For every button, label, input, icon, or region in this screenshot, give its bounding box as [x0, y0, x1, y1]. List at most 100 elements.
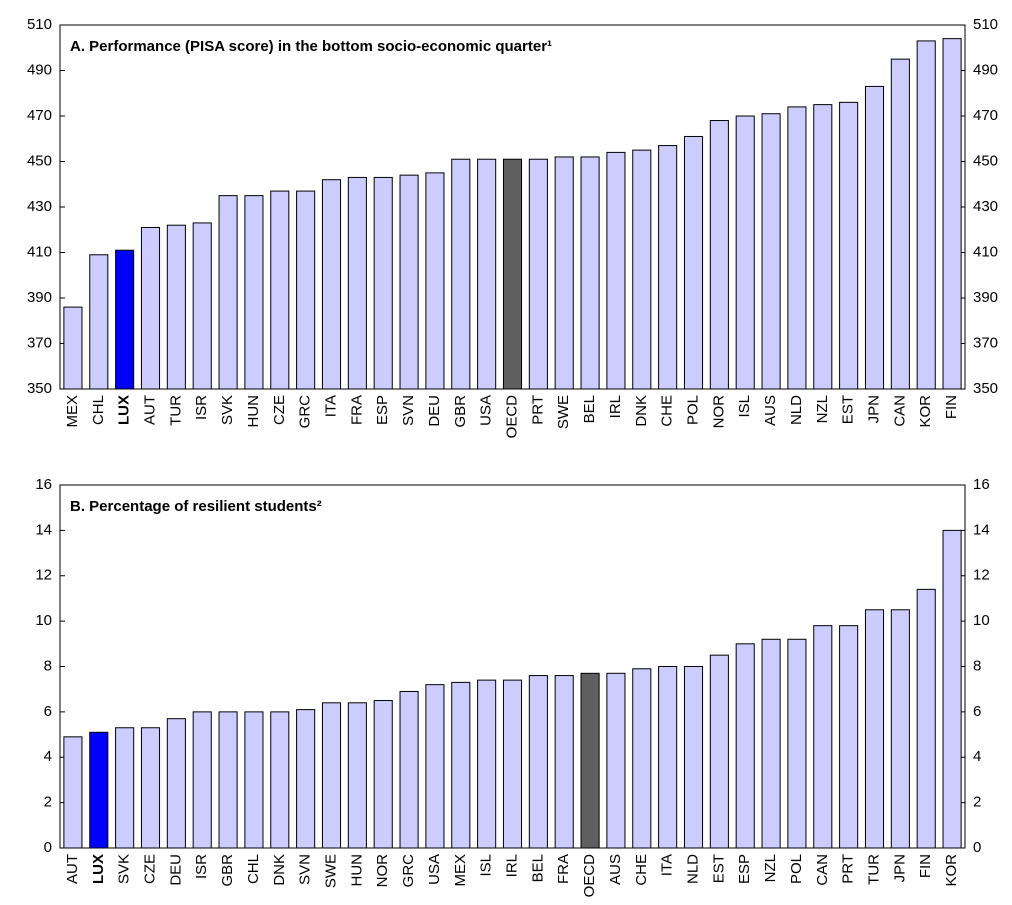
x-tick-label: GBR	[452, 395, 469, 428]
bar	[632, 668, 652, 849]
x-tick-label: TUR	[865, 854, 882, 885]
bar	[502, 158, 523, 390]
x-tick-label: ITA	[659, 854, 676, 876]
bar	[787, 638, 807, 849]
bar	[658, 145, 678, 390]
x-tick-label: CAN	[814, 854, 831, 886]
x-tick-label: SVK	[219, 395, 236, 425]
bar	[839, 625, 859, 849]
bar	[580, 672, 600, 849]
bar	[270, 711, 290, 849]
x-tick-label: LUX	[116, 395, 133, 425]
bar	[916, 40, 936, 390]
y-tick-label: 12	[35, 567, 52, 584]
x-tick-label: OECD	[581, 854, 598, 898]
x-tick-label: SVN	[297, 854, 314, 885]
bar	[632, 149, 652, 390]
y2-tick-label: 16	[973, 476, 990, 493]
bar	[218, 711, 238, 849]
x-tick-label: PRT	[529, 395, 546, 425]
bar	[735, 643, 755, 849]
bar	[140, 727, 161, 849]
y2-tick-label: 490	[973, 61, 998, 78]
bar	[347, 702, 367, 849]
y-tick-label: 0	[44, 839, 52, 856]
x-tick-label: AUT	[141, 395, 158, 425]
y-tick-label: 6	[44, 703, 52, 720]
x-tick-label: ISR	[193, 854, 210, 879]
bar	[192, 711, 212, 849]
x-tick-label: CHL	[90, 395, 107, 425]
y-tick-label: 430	[27, 198, 52, 215]
y2-tick-label: 14	[973, 521, 990, 538]
x-tick-label: AUT	[64, 854, 81, 884]
bar	[813, 625, 833, 849]
x-tick-label: HUN	[245, 395, 262, 428]
bar	[477, 679, 497, 849]
bar	[890, 609, 910, 849]
x-tick-label: IRL	[503, 854, 520, 877]
bar	[244, 195, 264, 390]
bar	[502, 679, 523, 849]
bar	[864, 609, 885, 849]
x-tick-label: CHL	[245, 854, 262, 884]
x-tick-label: SVK	[116, 854, 133, 884]
x-tick-label: FIN	[943, 395, 960, 419]
bar	[244, 711, 264, 849]
x-tick-label: HUN	[348, 854, 365, 887]
y-tick-label: 510	[27, 16, 52, 33]
bar	[140, 226, 161, 390]
y2-tick-label: 4	[973, 748, 981, 765]
bar	[761, 113, 781, 390]
bar	[425, 684, 445, 849]
bar	[166, 718, 186, 849]
y2-tick-label: 2	[973, 794, 981, 811]
x-tick-label: ESP	[374, 395, 391, 425]
bar	[425, 172, 445, 390]
y2-tick-label: 0	[973, 839, 981, 856]
bar	[451, 681, 471, 849]
bar	[296, 190, 316, 390]
y-tick-label: 10	[35, 612, 52, 629]
x-tick-label: KOR	[917, 395, 934, 428]
bar	[580, 156, 600, 390]
y-tick-label: 4	[44, 748, 52, 765]
bar	[683, 666, 704, 849]
x-tick-label: ISL	[736, 395, 753, 418]
x-tick-label: ESP	[736, 854, 753, 884]
x-tick-label: JPN	[891, 854, 908, 882]
bar	[321, 179, 342, 390]
bar	[192, 222, 212, 390]
y2-tick-label: 470	[973, 107, 998, 124]
x-tick-label: FIN	[917, 854, 934, 878]
bar	[115, 249, 135, 390]
y-tick-label: 350	[27, 380, 52, 397]
x-tick-label: GBR	[219, 854, 236, 887]
x-tick-label: CHE	[633, 854, 650, 886]
x-tick-label: USA	[478, 395, 495, 426]
bar	[451, 158, 471, 390]
bar	[399, 690, 419, 849]
x-tick-label: ISR	[193, 395, 210, 420]
bar	[373, 176, 393, 390]
y-tick-label: 410	[27, 243, 52, 260]
x-tick-label: OECD	[503, 395, 520, 439]
bar	[761, 638, 781, 849]
bar	[813, 104, 833, 390]
x-tick-label: BEL	[529, 854, 546, 882]
x-tick-label: NZL	[762, 854, 779, 882]
bar	[477, 158, 497, 390]
bar	[347, 176, 367, 390]
y2-tick-label: 10	[973, 612, 990, 629]
bar	[63, 736, 83, 849]
x-tick-label: TUR	[167, 395, 184, 426]
x-tick-label: MEX	[452, 854, 469, 887]
x-tick-label: EST	[710, 854, 727, 883]
y-tick-label: 390	[27, 289, 52, 306]
y-tick-label: 2	[44, 794, 52, 811]
x-tick-label: CZE	[141, 854, 158, 884]
x-tick-label: JPN	[865, 395, 882, 423]
x-tick-label: FRA	[348, 395, 365, 425]
